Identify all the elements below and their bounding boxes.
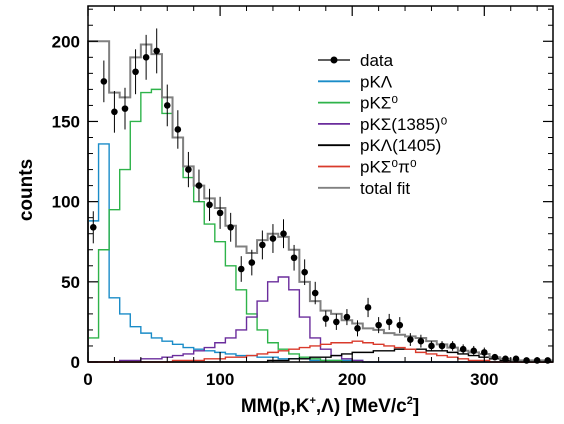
- data-point: [100, 78, 108, 85]
- y-tick-label: 50: [61, 273, 80, 292]
- y-tick-label: 150: [52, 112, 80, 131]
- data-point: [502, 355, 509, 363]
- legend-label: total fit: [360, 179, 410, 198]
- legend-label: pKΣ(1385)⁰: [360, 115, 447, 134]
- data-point: [237, 265, 245, 273]
- data-point: [216, 209, 224, 217]
- legend-label: pKΛ(1405): [360, 136, 441, 155]
- data-point: [227, 223, 234, 231]
- data-point: [206, 201, 213, 209]
- data-point: [259, 241, 266, 249]
- y-axis-label: counts: [16, 159, 37, 221]
- legend-entry-pk: pKΣ⁰π⁰: [318, 158, 417, 177]
- data-point: [449, 342, 456, 350]
- x-tick-label: 200: [338, 370, 366, 389]
- y-tick-label: 100: [52, 193, 80, 212]
- series-total-fit: [87, 40, 553, 362]
- data-point: [185, 166, 192, 173]
- data-point: [459, 345, 467, 353]
- data-point: [385, 318, 393, 326]
- x-tick-label: 100: [206, 370, 234, 389]
- legend-label: pKΛ: [360, 72, 393, 91]
- data-point: [354, 325, 361, 332]
- legend: data pKΛ pKΣ⁰ pKΣ(1385)⁰ pKΛ(1405) pKΣ⁰π⁰ tota…: [318, 51, 447, 198]
- legend-entry-pk: pKΛ: [318, 72, 393, 91]
- data-point: [121, 105, 129, 112]
- data-point: [142, 54, 150, 61]
- data-point: [375, 321, 382, 329]
- legend-entry-pk-1385: pKΣ(1385)⁰: [318, 115, 447, 134]
- x-tick-label: 300: [470, 370, 498, 389]
- legend-entry-data: data: [318, 51, 394, 70]
- data-point: [89, 223, 97, 231]
- legend-entry-pk: pKΣ⁰: [318, 94, 398, 113]
- x-axis-label: MM(p,K+,Λ) [MeV/c2]: [241, 395, 419, 417]
- legend-label: data: [360, 51, 394, 70]
- y-tick-label: 200: [52, 32, 80, 51]
- data-point: [290, 254, 298, 262]
- data-point: [470, 347, 478, 355]
- y-tick-label: 0: [71, 353, 80, 372]
- data-point: [417, 337, 425, 345]
- data-point: [195, 182, 203, 189]
- data-point: [153, 47, 160, 55]
- data-point: [438, 342, 446, 350]
- data-point: [333, 318, 340, 326]
- data-point: [407, 336, 414, 343]
- data-point: [311, 289, 319, 297]
- data-point: [491, 353, 499, 361]
- data-point: [396, 321, 404, 329]
- data-point: [343, 313, 351, 321]
- series-pk: [87, 143, 553, 363]
- legend-entry-pk-1405: pKΛ(1405): [318, 136, 441, 155]
- legend-label: pKΣ⁰: [360, 94, 398, 113]
- data-point: [512, 355, 520, 363]
- data-point: [248, 259, 256, 266]
- data-point: [280, 230, 287, 238]
- data-point: [132, 68, 139, 76]
- data-point: [269, 235, 277, 242]
- legend-label: pKΣ⁰π⁰: [360, 158, 417, 177]
- data-point: [364, 304, 372, 311]
- series-pk-1385: [88, 276, 553, 363]
- series-pk: [87, 88, 553, 363]
- data-point: [111, 108, 118, 116]
- x-tick-label: 0: [83, 370, 92, 389]
- data-point: [322, 315, 330, 323]
- series-data-points: [89, 28, 552, 364]
- legend-entry-total-fit: total fit: [318, 179, 410, 198]
- data-point: [428, 342, 435, 350]
- axes: 0 100 200 300 0 50 100 150 200: [52, 6, 553, 389]
- plot-frame: [87, 5, 554, 363]
- plot-series: [87, 28, 553, 364]
- legend-marker: [330, 56, 338, 64]
- data-point: [301, 268, 308, 276]
- data-point: [174, 126, 182, 133]
- data-point: [163, 102, 171, 109]
